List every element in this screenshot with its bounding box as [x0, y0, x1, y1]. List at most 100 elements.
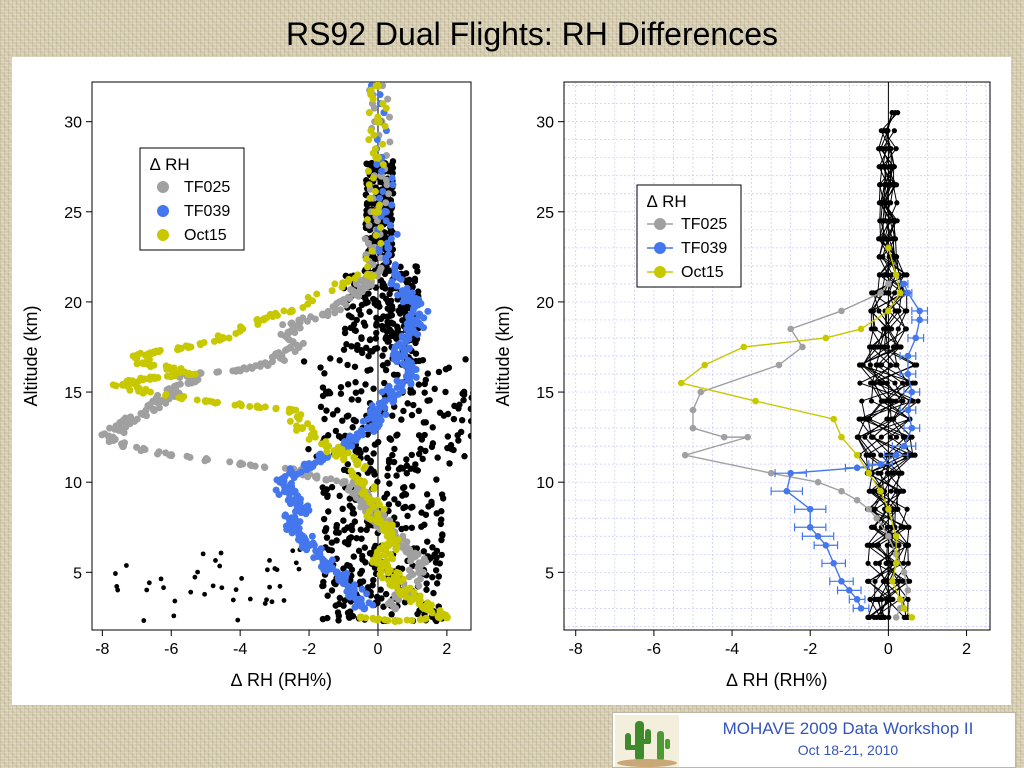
individual-point — [415, 381, 423, 388]
individual-point — [857, 380, 863, 386]
individual-point — [317, 403, 325, 411]
individual-point — [450, 446, 457, 454]
series-point — [150, 406, 159, 415]
series-point — [332, 452, 340, 460]
series-point — [391, 270, 400, 279]
series-point — [740, 343, 748, 351]
individual-point — [883, 218, 889, 224]
individual-point — [370, 450, 377, 457]
individual-point — [461, 453, 468, 460]
individual-point — [433, 580, 441, 587]
series-point — [211, 399, 219, 407]
individual-point — [363, 344, 370, 352]
legend-box — [139, 147, 245, 251]
legend-marker — [157, 229, 169, 241]
individual-point — [472, 422, 478, 428]
x-tick-label: -8 — [569, 641, 583, 658]
series-point — [339, 297, 348, 306]
series-point — [369, 614, 377, 622]
series-point — [408, 595, 417, 604]
series-point — [375, 247, 383, 255]
series-point — [380, 397, 389, 406]
individual-point — [391, 445, 398, 453]
series-point — [382, 199, 390, 207]
individual-point — [379, 362, 387, 369]
individual-point — [862, 434, 868, 440]
series-point — [382, 104, 390, 112]
legend-marker — [157, 205, 169, 217]
individual-point — [875, 542, 882, 548]
individual-point — [404, 512, 411, 520]
series-point — [353, 288, 362, 297]
individual-point — [875, 470, 881, 476]
series-point — [283, 526, 291, 534]
individual-point — [887, 398, 893, 404]
series-point — [280, 487, 289, 496]
individual-point — [883, 560, 889, 566]
series-point — [387, 235, 395, 243]
series-point — [150, 373, 159, 382]
series-point — [305, 460, 314, 469]
individual-point — [381, 494, 388, 501]
individual-point — [347, 324, 354, 332]
individual-point — [455, 437, 462, 444]
series-point — [904, 587, 912, 594]
individual-point — [384, 318, 391, 325]
individual-point — [414, 268, 421, 275]
individual-point — [219, 585, 225, 591]
individual-point — [444, 444, 451, 452]
individual-point — [894, 344, 901, 350]
individual-point — [317, 364, 324, 371]
individual-point — [424, 370, 431, 377]
individual-point — [870, 542, 876, 548]
series-point — [339, 577, 348, 586]
series-TF039 — [770, 279, 929, 613]
series-point — [133, 360, 141, 368]
series-point — [349, 586, 358, 595]
individual-point — [344, 524, 351, 531]
individual-point — [895, 326, 901, 332]
series-point — [370, 104, 378, 112]
individual-point — [397, 263, 404, 271]
individual-point — [882, 272, 888, 278]
series-point — [380, 523, 389, 532]
individual-point — [361, 322, 369, 329]
series-point — [284, 328, 293, 337]
series-point — [137, 447, 145, 455]
series-point — [838, 487, 845, 495]
individual-point — [881, 128, 887, 134]
series-point — [373, 153, 382, 162]
individual-point — [450, 415, 458, 423]
individual-point — [346, 495, 353, 502]
individual-point — [358, 334, 365, 341]
series-point — [838, 433, 845, 441]
series-point — [382, 217, 390, 225]
individual-point — [230, 597, 236, 603]
individual-point — [354, 449, 361, 456]
individual-point — [869, 434, 875, 440]
individual-point — [353, 534, 360, 542]
individual-point — [412, 461, 419, 468]
series-point — [115, 424, 124, 433]
individual-point — [401, 599, 409, 606]
x-tick-label: -8 — [95, 641, 109, 658]
series-point — [405, 573, 413, 581]
series-point — [370, 415, 379, 424]
individual-point — [895, 470, 901, 476]
individual-point — [380, 603, 387, 610]
individual-point — [387, 228, 394, 236]
legend-entry-label: TF039 — [184, 203, 230, 220]
individual-point — [269, 599, 275, 605]
individual-point — [868, 398, 875, 404]
series-point — [912, 334, 920, 342]
series-point — [287, 306, 296, 315]
series-point — [379, 188, 387, 196]
series-point — [720, 433, 728, 441]
series-point — [331, 280, 339, 288]
legend-marker — [654, 242, 666, 254]
individual-point — [277, 583, 283, 589]
individual-point — [358, 567, 366, 575]
series-point — [376, 194, 384, 202]
individual-point — [438, 516, 445, 523]
series-point — [125, 377, 134, 386]
